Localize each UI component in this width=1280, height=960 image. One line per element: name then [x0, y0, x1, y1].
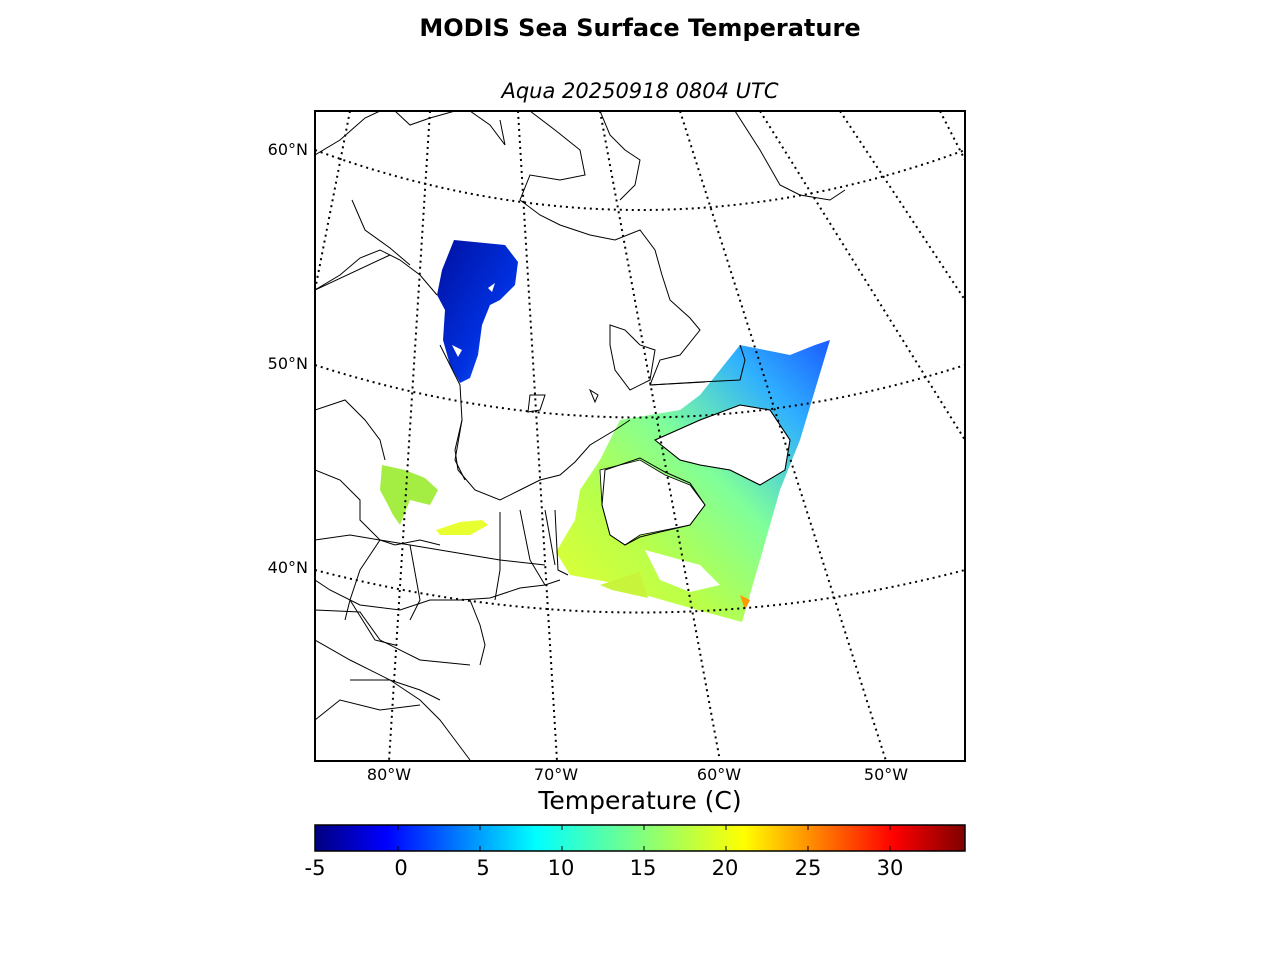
political-boundaries [315, 254, 706, 721]
colorbar-tick-marks [397, 825, 891, 851]
colorbar-tick-label: 0 [394, 856, 408, 880]
lon-label-60w: 60°W [696, 765, 742, 784]
sst-great-lakes [380, 465, 488, 535]
colorbar-tick-label: 5 [476, 856, 490, 880]
sst-swath-hudson-bay [437, 240, 518, 383]
plot-title: MODIS Sea Surface Temperature [419, 14, 861, 42]
colorbar-title: Temperature (C) [538, 786, 742, 815]
lat-label-50n: 50°N [267, 354, 308, 373]
colorbar-tick-label: 20 [711, 856, 739, 880]
lon-label-70w: 70°W [533, 765, 579, 784]
lat-label-40n: 40°N [267, 558, 308, 577]
graticule [315, 111, 965, 761]
colorbar-tick-label: 30 [876, 856, 904, 880]
lat-label-60n: 60°N [267, 140, 308, 159]
plot-subtitle: Aqua 20250918 0804 UTC [501, 79, 779, 103]
colorbar-tick-label: 25 [794, 856, 822, 880]
colorbar-tick-label: 10 [547, 856, 575, 880]
lon-label-50w: 50°W [863, 765, 909, 784]
map-frame [314, 110, 966, 762]
colorbar [314, 824, 966, 852]
lon-label-80w: 80°W [366, 765, 412, 784]
colorbar-tick-label: 15 [629, 856, 657, 880]
colorbar-tick-label: -5 [304, 856, 326, 880]
